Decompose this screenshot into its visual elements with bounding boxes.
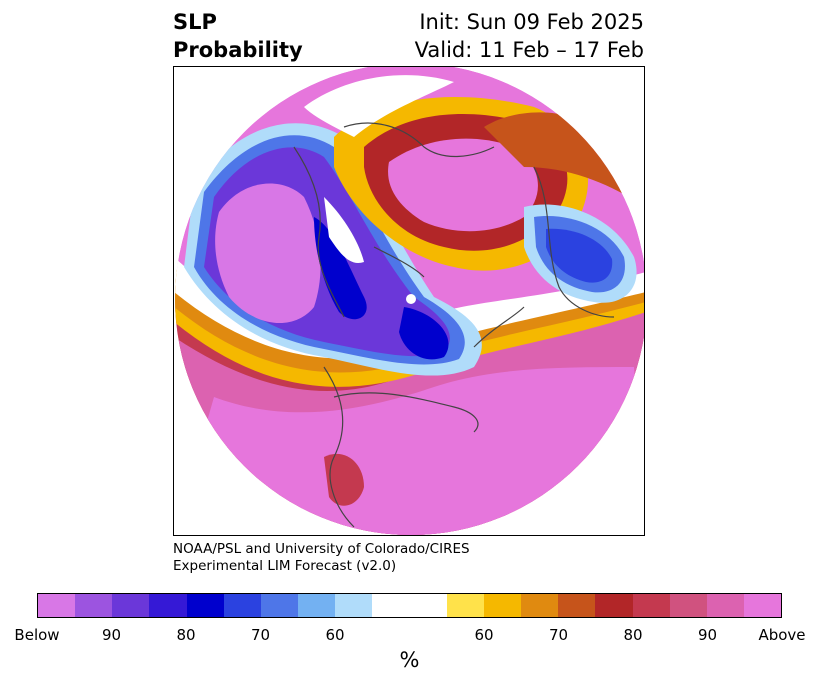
colorbar-tick-label: 90 bbox=[101, 626, 122, 644]
colorbar-tick-label: 70 bbox=[548, 626, 569, 644]
valid-range: Valid: 11 Feb – 17 Feb bbox=[414, 38, 644, 62]
colorbar-segment bbox=[743, 594, 782, 617]
colorbar-tick-label: Above bbox=[758, 626, 806, 644]
colorbar-segment bbox=[75, 594, 113, 617]
colorbar-segment bbox=[446, 594, 484, 617]
plot-title-right: Init: Sun 09 Feb 2025 Valid: 11 Feb – 17… bbox=[415, 8, 644, 64]
probability-map-graphic bbox=[175, 67, 644, 535]
title-product: Probability bbox=[173, 38, 303, 62]
colorbar-tick-label: Below bbox=[14, 626, 60, 644]
colorbar-segment bbox=[521, 594, 559, 617]
north-pole-marker bbox=[406, 294, 416, 304]
colorbar-tick-label: 90 bbox=[697, 626, 718, 644]
colorbar-tick-label: 60 bbox=[474, 626, 494, 644]
polar-map bbox=[173, 66, 645, 536]
colorbar-segment bbox=[632, 594, 670, 617]
colorbar-tick-label: 80 bbox=[623, 626, 643, 644]
colorbar-segment bbox=[298, 594, 336, 617]
colorbar-segment bbox=[223, 594, 261, 617]
colorbar-segment bbox=[558, 594, 596, 617]
colorbar-segment bbox=[335, 594, 373, 617]
colorbar-segment bbox=[595, 594, 633, 617]
colorbar-segment bbox=[38, 594, 76, 617]
colorbar bbox=[37, 593, 782, 618]
colorbar-tick-label: 60 bbox=[325, 626, 345, 644]
colorbar-segment bbox=[149, 594, 187, 617]
plot-title-left: SLP Probability bbox=[173, 8, 303, 64]
colorbar-segment bbox=[186, 594, 224, 617]
credit-text: NOAA/PSL and University of Colorado/CIRE… bbox=[173, 541, 470, 575]
colorbar-segment bbox=[260, 594, 299, 617]
colorbar-unit-label: % bbox=[399, 648, 420, 672]
credit-line-2: Experimental LIM Forecast (v2.0) bbox=[173, 558, 397, 574]
colorbar-segment bbox=[409, 594, 447, 617]
colorbar-segment bbox=[706, 594, 744, 617]
colorbar-tick-label: 80 bbox=[176, 626, 196, 644]
colorbar-segment bbox=[669, 594, 707, 617]
credit-line-1: NOAA/PSL and University of Colorado/CIRE… bbox=[173, 541, 470, 557]
colorbar-segment bbox=[372, 594, 410, 617]
colorbar-tick-label: 70 bbox=[250, 626, 271, 644]
colorbar-segment bbox=[483, 594, 522, 617]
colorbar-tick-labels: Below 90 80 70 60 60 70 80 90 Above bbox=[0, 626, 819, 646]
init-date: Init: Sun 09 Feb 2025 bbox=[419, 10, 644, 34]
colorbar-segment bbox=[112, 594, 150, 617]
title-variable: SLP bbox=[173, 10, 217, 34]
